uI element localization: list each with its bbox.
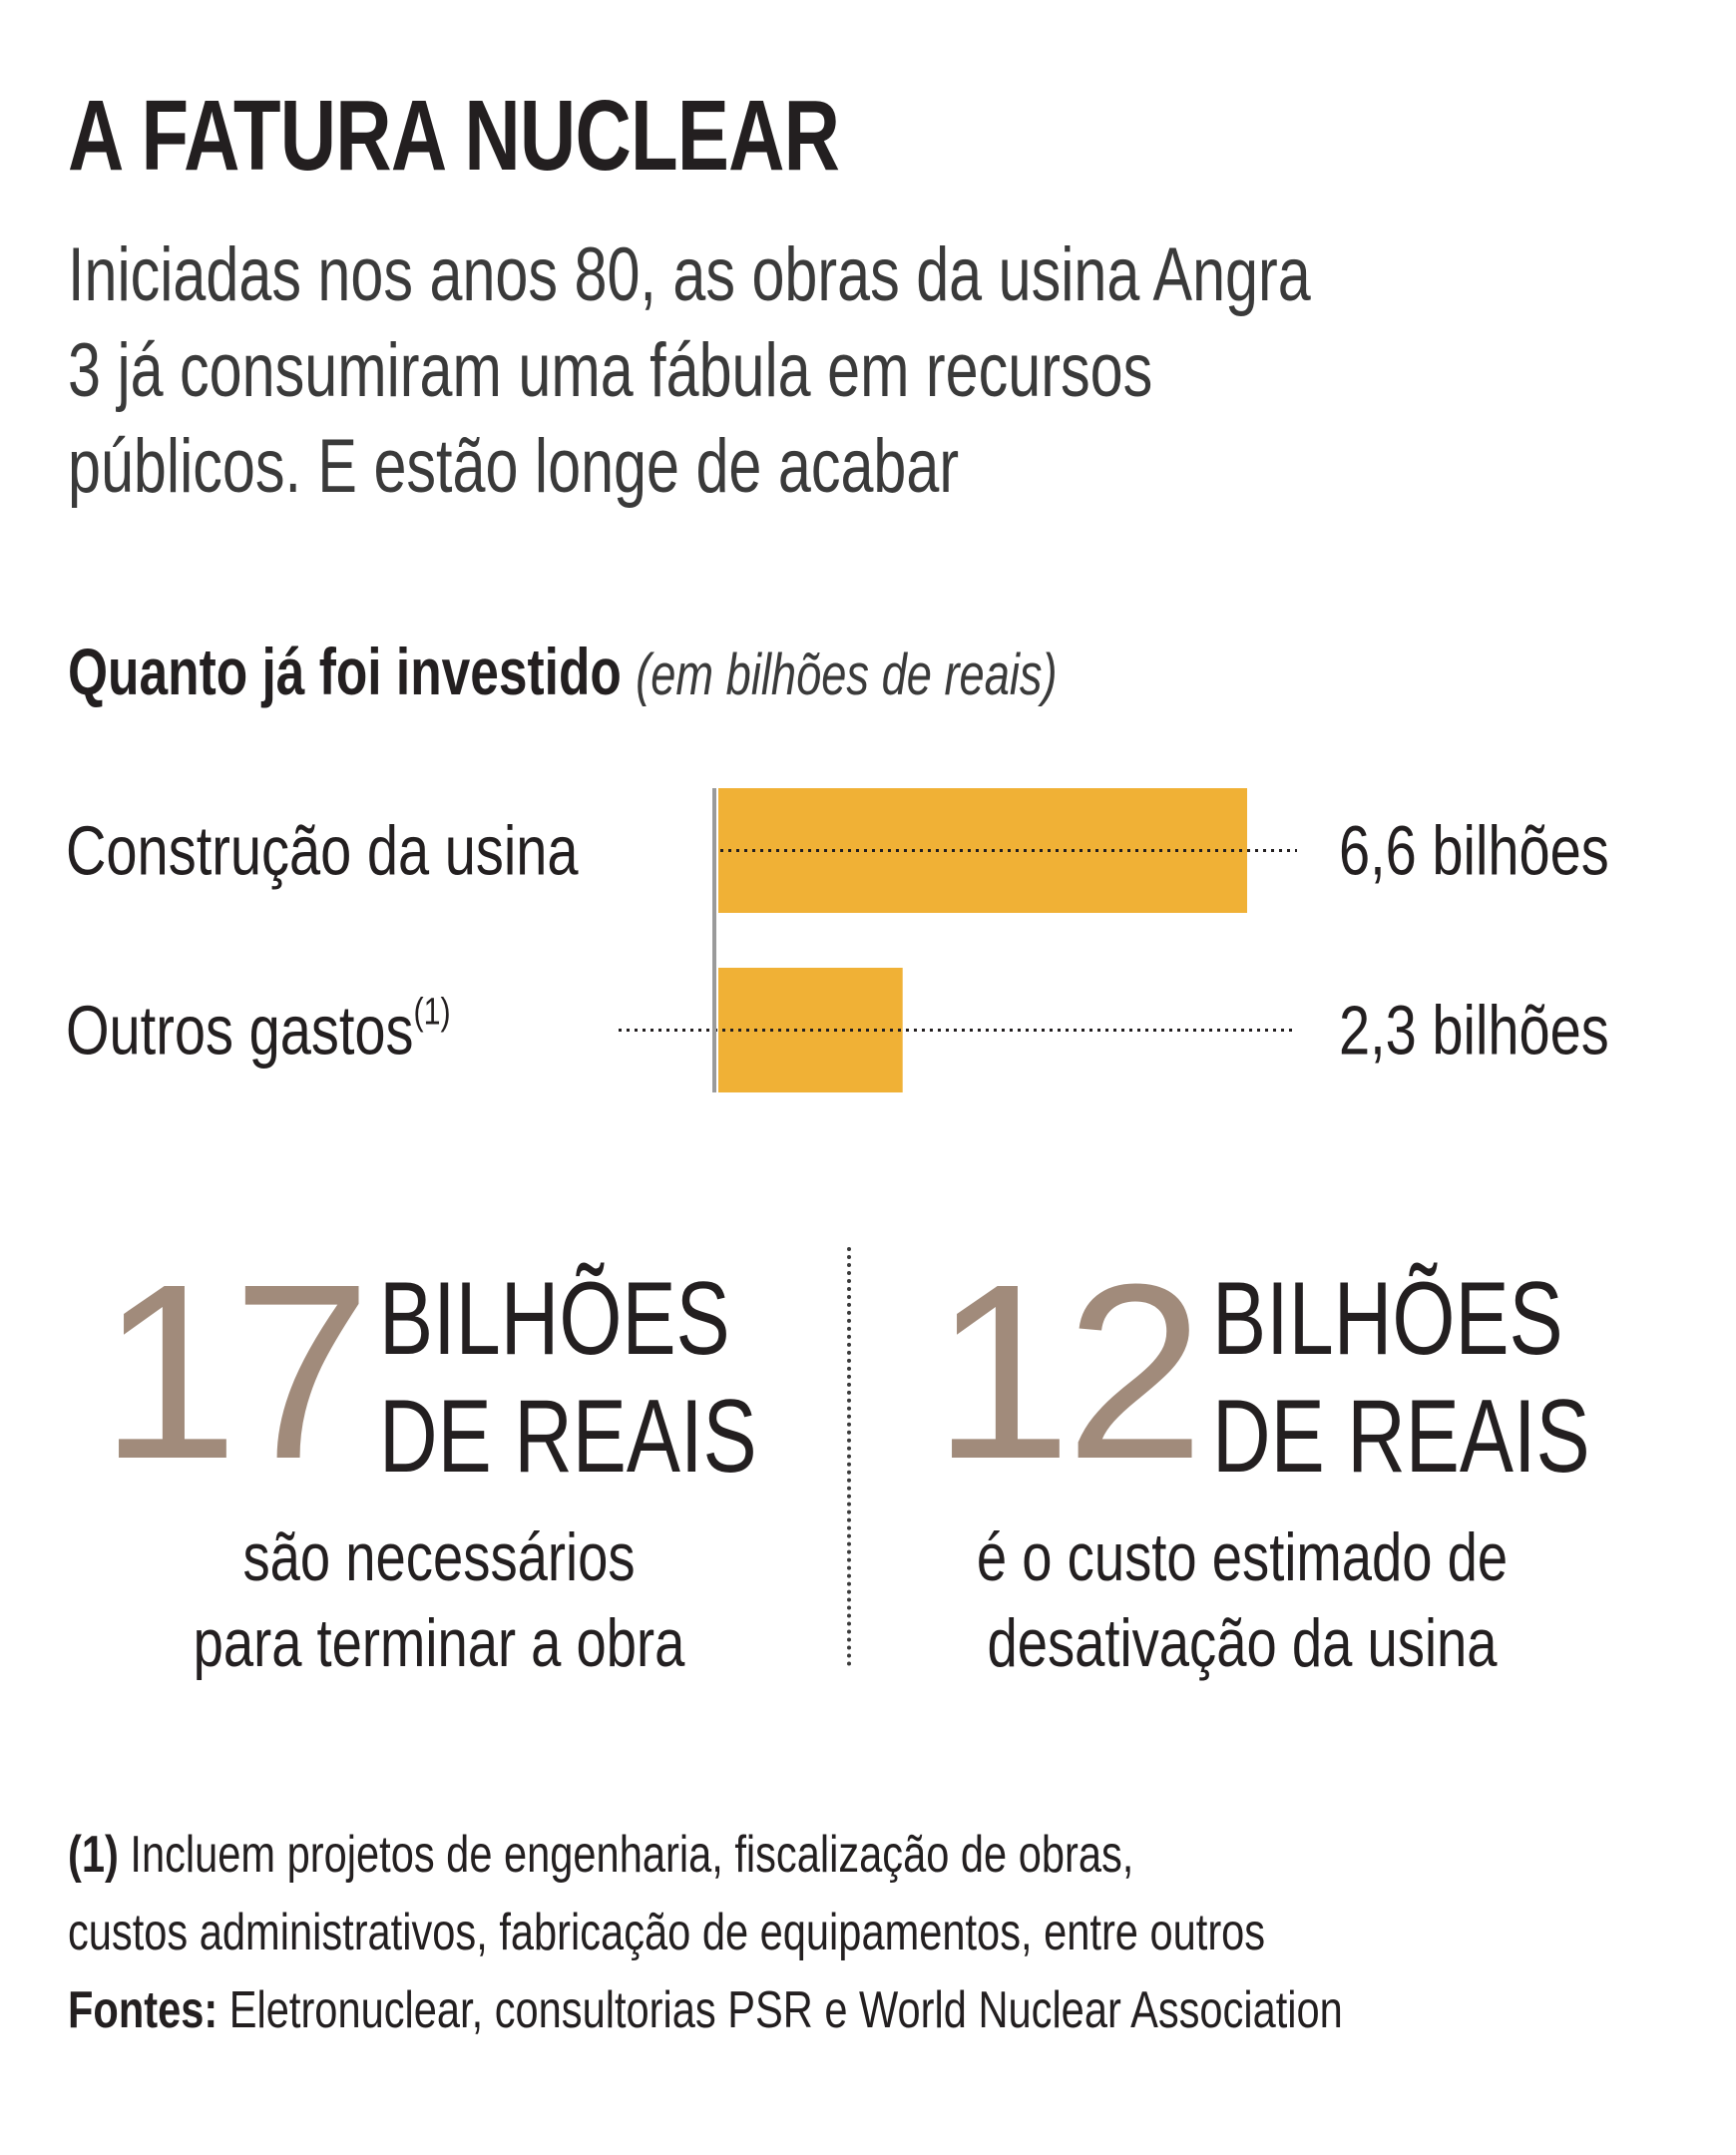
value-label: 2,3 bilhões — [1339, 993, 1609, 1070]
subtitle-block: Iniciadas nos anos 80, as obras da usina… — [68, 227, 1311, 515]
stat-unit-text: BILHÕES — [379, 1261, 730, 1377]
subtitle-line: públicos. E estão longe de acabar — [68, 424, 960, 509]
stat-number: 12 — [933, 1232, 1204, 1510]
stat-desc-line: desativação da usina — [987, 1605, 1498, 1681]
value-label: 6,6 bilhões — [1339, 813, 1609, 890]
chart-heading-text: Quanto já foi investido — [68, 635, 622, 708]
stat-description: é o custo estimado de desativação da usi… — [903, 1514, 1581, 1686]
subtitle: Iniciadas nos anos 80, as obras da usina… — [68, 227, 1736, 515]
sources-label: Fontes: — [68, 1981, 218, 2039]
stat-unit-line: DE REAIS — [1212, 1385, 1696, 1489]
footnote-marker: (1) — [414, 991, 451, 1033]
stat-desc-line: para terminar a obra — [193, 1605, 685, 1681]
stat-desc-line: são necessários — [242, 1519, 636, 1595]
stats-divider — [847, 1247, 851, 1666]
sources-text: Eletronuclear, consultorias PSR e World … — [228, 1981, 1343, 2039]
chart-layer: Construção da usina 6,6 bilhões Outros gas… — [66, 788, 1609, 1092]
stat-unit-text: BILHÕES — [1212, 1261, 1563, 1377]
footnotes-block: (1) Incluem projetos de engenharia, fisc… — [68, 1816, 1343, 2049]
chart-heading-block: Quanto já foi investido (em bilhões de r… — [68, 639, 1058, 704]
footnotes: (1) Incluem projetos de engenharia, fisc… — [68, 1816, 1661, 2049]
infographic-title: A FATURA NUCLEAR — [68, 86, 1057, 186]
chart-unit-note: (em bilhões de reais) — [636, 643, 1058, 707]
bar-chart: Construção da usina 6,6 bilhões Outros gas… — [66, 788, 1609, 1092]
category-label: Construção da usina — [66, 813, 579, 890]
category-label: Outros gastos(1) — [66, 991, 451, 1070]
bar — [718, 788, 1247, 913]
subtitle-line: Iniciadas nos anos 80, as obras da usina… — [68, 232, 1311, 317]
stat-desc-line: é o custo estimado de — [976, 1519, 1509, 1595]
title-text: A FATURA NUCLEAR — [68, 80, 840, 192]
stat-description: são necessários para terminar a obra — [100, 1514, 778, 1686]
footnote-line: custos administrativos, fabricação de eq… — [68, 1904, 1266, 1961]
chart-heading: Quanto já foi investido (em bilhões de r… — [68, 639, 1336, 704]
stat-unit-line: BILHÕES — [379, 1267, 829, 1371]
stat-unit-text: DE REAIS — [379, 1379, 757, 1495]
footnote-text: Incluem projetos de engenharia, fiscaliz… — [130, 1826, 1134, 1884]
footnote-marker: (1) — [68, 1826, 119, 1884]
stat-number: 17 — [100, 1232, 371, 1510]
sources-line: Fontes: Eletronuclear, consultorias PSR … — [68, 1971, 1343, 2049]
subtitle-line: 3 já consumiram uma fábula em recursos — [68, 328, 1153, 413]
stat-unit-line: DE REAIS — [379, 1385, 863, 1489]
footnote-line: (1) Incluem projetos de engenharia, fisc… — [68, 1816, 1343, 1894]
stat-unit-text: DE REAIS — [1212, 1379, 1590, 1495]
stat-unit-line: BILHÕES — [1212, 1267, 1662, 1371]
